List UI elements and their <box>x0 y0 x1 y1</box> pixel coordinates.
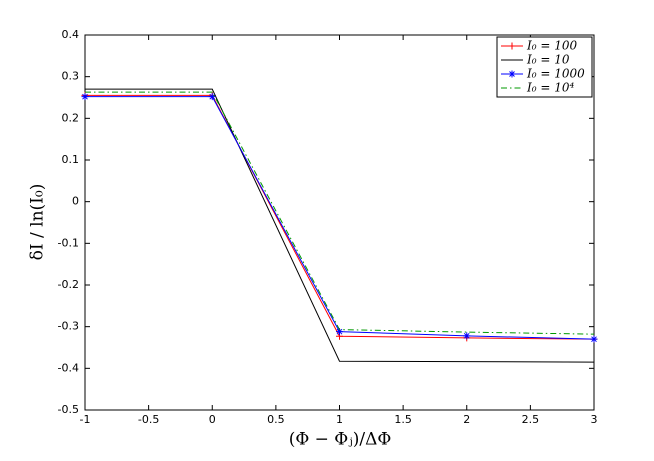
y-tick-label: 0.3 <box>62 70 80 83</box>
series-line <box>85 88 595 363</box>
legend-label: I₀ = 1000 <box>526 67 585 81</box>
x-tick-label: -1 <box>80 413 91 426</box>
marker <box>208 93 216 101</box>
x-tick-label: 2.5 <box>522 413 540 426</box>
x-tick-label: 0 <box>209 413 216 426</box>
x-axis-label: (Φ − Φⱼ)/ΔΦ <box>289 430 392 450</box>
y-tick-label: -0.1 <box>58 236 79 249</box>
y-tick-label: -0.2 <box>58 278 79 291</box>
legend-label: I₀ = 10 <box>526 53 570 67</box>
legend-label: I₀ = 10⁴ <box>526 81 575 95</box>
y-tick-label: 0.2 <box>62 111 80 124</box>
y-tick-label: 0.4 <box>62 28 80 41</box>
legend-marker <box>508 42 516 50</box>
marker <box>463 332 471 340</box>
legend-label: I₀ = 100 <box>526 39 578 53</box>
marker <box>81 93 89 101</box>
x-tick-label: 1 <box>336 413 343 426</box>
marker <box>336 328 343 336</box>
x-tick-label: 2 <box>463 413 470 426</box>
y-axis-label: δI / ln(I₀) <box>28 184 48 261</box>
x-tick-label: 0.5 <box>267 413 285 426</box>
y-tick-label: -0.5 <box>58 403 79 416</box>
marker <box>590 335 598 343</box>
y-tick-label: -0.4 <box>58 361 79 374</box>
y-tick-label: -0.3 <box>58 320 79 333</box>
x-tick-label: 1.5 <box>394 413 412 426</box>
y-tick-label: 0 <box>72 195 79 208</box>
legend-box <box>496 36 593 98</box>
x-tick-label: 3 <box>591 413 598 426</box>
y-tick-label: 0.1 <box>62 153 80 166</box>
legend-marker <box>508 70 516 78</box>
x-tick-label: -0.5 <box>138 413 159 426</box>
series-line <box>85 91 595 335</box>
